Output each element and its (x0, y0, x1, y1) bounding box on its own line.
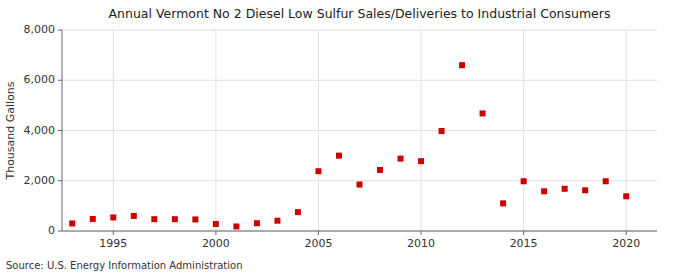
tick-label: 2005 (304, 237, 332, 250)
tick-mark (113, 231, 114, 235)
point (336, 153, 342, 159)
title: Annual Vermont No 2 Diesel Low Sulfur Sa… (109, 6, 611, 21)
point (213, 221, 219, 227)
tick-label: 2020 (612, 237, 640, 250)
grid-line (62, 180, 657, 181)
tick-mark (58, 180, 62, 181)
tick-label: 2010 (407, 237, 435, 250)
tick-label: 2015 (510, 237, 538, 250)
point (295, 209, 301, 215)
point (233, 223, 239, 229)
point (69, 220, 75, 226)
point (541, 188, 547, 194)
point (418, 158, 424, 164)
point (500, 200, 506, 206)
point (398, 156, 404, 162)
tick-mark (215, 231, 216, 235)
point (377, 167, 383, 173)
tick-label: 6,000 (24, 73, 56, 86)
point (480, 110, 486, 116)
point (459, 62, 465, 68)
tick-mark (626, 231, 627, 235)
point (274, 218, 280, 224)
grid-line (626, 30, 627, 231)
grid-line (421, 30, 422, 231)
grid-line (523, 30, 524, 231)
tick-label: 2000 (202, 237, 230, 250)
tick-mark (58, 30, 62, 31)
chart-container: 0 2,000 4,000 6,000 8,000 1995 2000 2005 2010 201… (0, 0, 675, 275)
tick-mark (58, 231, 62, 232)
background (0, 0, 675, 275)
point (172, 216, 178, 222)
tick-label: 4,000 (24, 124, 56, 137)
grid-line (62, 30, 657, 31)
point (582, 187, 588, 193)
grid-line (318, 30, 319, 231)
point (110, 214, 116, 220)
tick-mark (58, 130, 62, 131)
point (562, 186, 568, 192)
chart-svg: 0 2,000 4,000 6,000 8,000 1995 2000 2005 2010 201… (0, 0, 675, 275)
points (69, 62, 629, 229)
point (192, 216, 198, 222)
tick-mark (318, 231, 319, 235)
grid (62, 30, 657, 231)
point (131, 213, 137, 219)
grid-line (215, 30, 216, 231)
point (151, 216, 157, 222)
y-axis-label: Thousand Gallons (4, 81, 17, 180)
point (315, 168, 321, 174)
point (603, 178, 609, 184)
grid-line (62, 80, 657, 81)
point (623, 193, 629, 199)
point (521, 178, 527, 184)
point (439, 128, 445, 134)
grid-line (113, 30, 114, 231)
point (357, 182, 363, 188)
axes: 0 2,000 4,000 6,000 8,000 1995 2000 2005 2010 201… (24, 23, 658, 250)
point (90, 216, 96, 222)
tick-label: 8,000 (24, 23, 56, 36)
y-axis-line (62, 30, 63, 231)
tick-label: 1995 (99, 237, 127, 250)
tick-mark (58, 80, 62, 81)
point (254, 220, 260, 226)
x-axis-line (62, 231, 657, 232)
grid-line (62, 231, 657, 232)
tick-label: 0 (48, 224, 55, 237)
annotation: Source: U.S. Energy Information Administ… (6, 260, 243, 271)
grid-line (62, 130, 657, 131)
tick-mark (421, 231, 422, 235)
tick-label: 2,000 (24, 174, 56, 187)
tick-mark (523, 231, 524, 235)
